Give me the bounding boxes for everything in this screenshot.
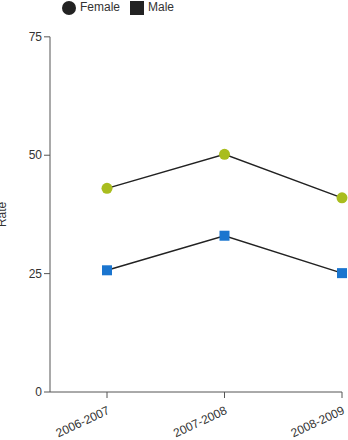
svg-text:Rate: Rate bbox=[8, 201, 9, 227]
svg-text:50: 50 bbox=[29, 148, 43, 162]
html-text:Male: Male bbox=[148, 0, 174, 14]
svg-text:0: 0 bbox=[35, 385, 42, 399]
svg-text:25: 25 bbox=[29, 267, 43, 281]
svg-text:75: 75 bbox=[29, 30, 43, 44]
svg-text:2007-2008: 2007-2008 bbox=[171, 403, 229, 440]
html-text:Female: Female bbox=[80, 0, 120, 14]
svg-text:2006-2007: 2006-2007 bbox=[54, 403, 112, 440]
svg-text:2008-2009: 2008-2009 bbox=[289, 403, 340, 440]
